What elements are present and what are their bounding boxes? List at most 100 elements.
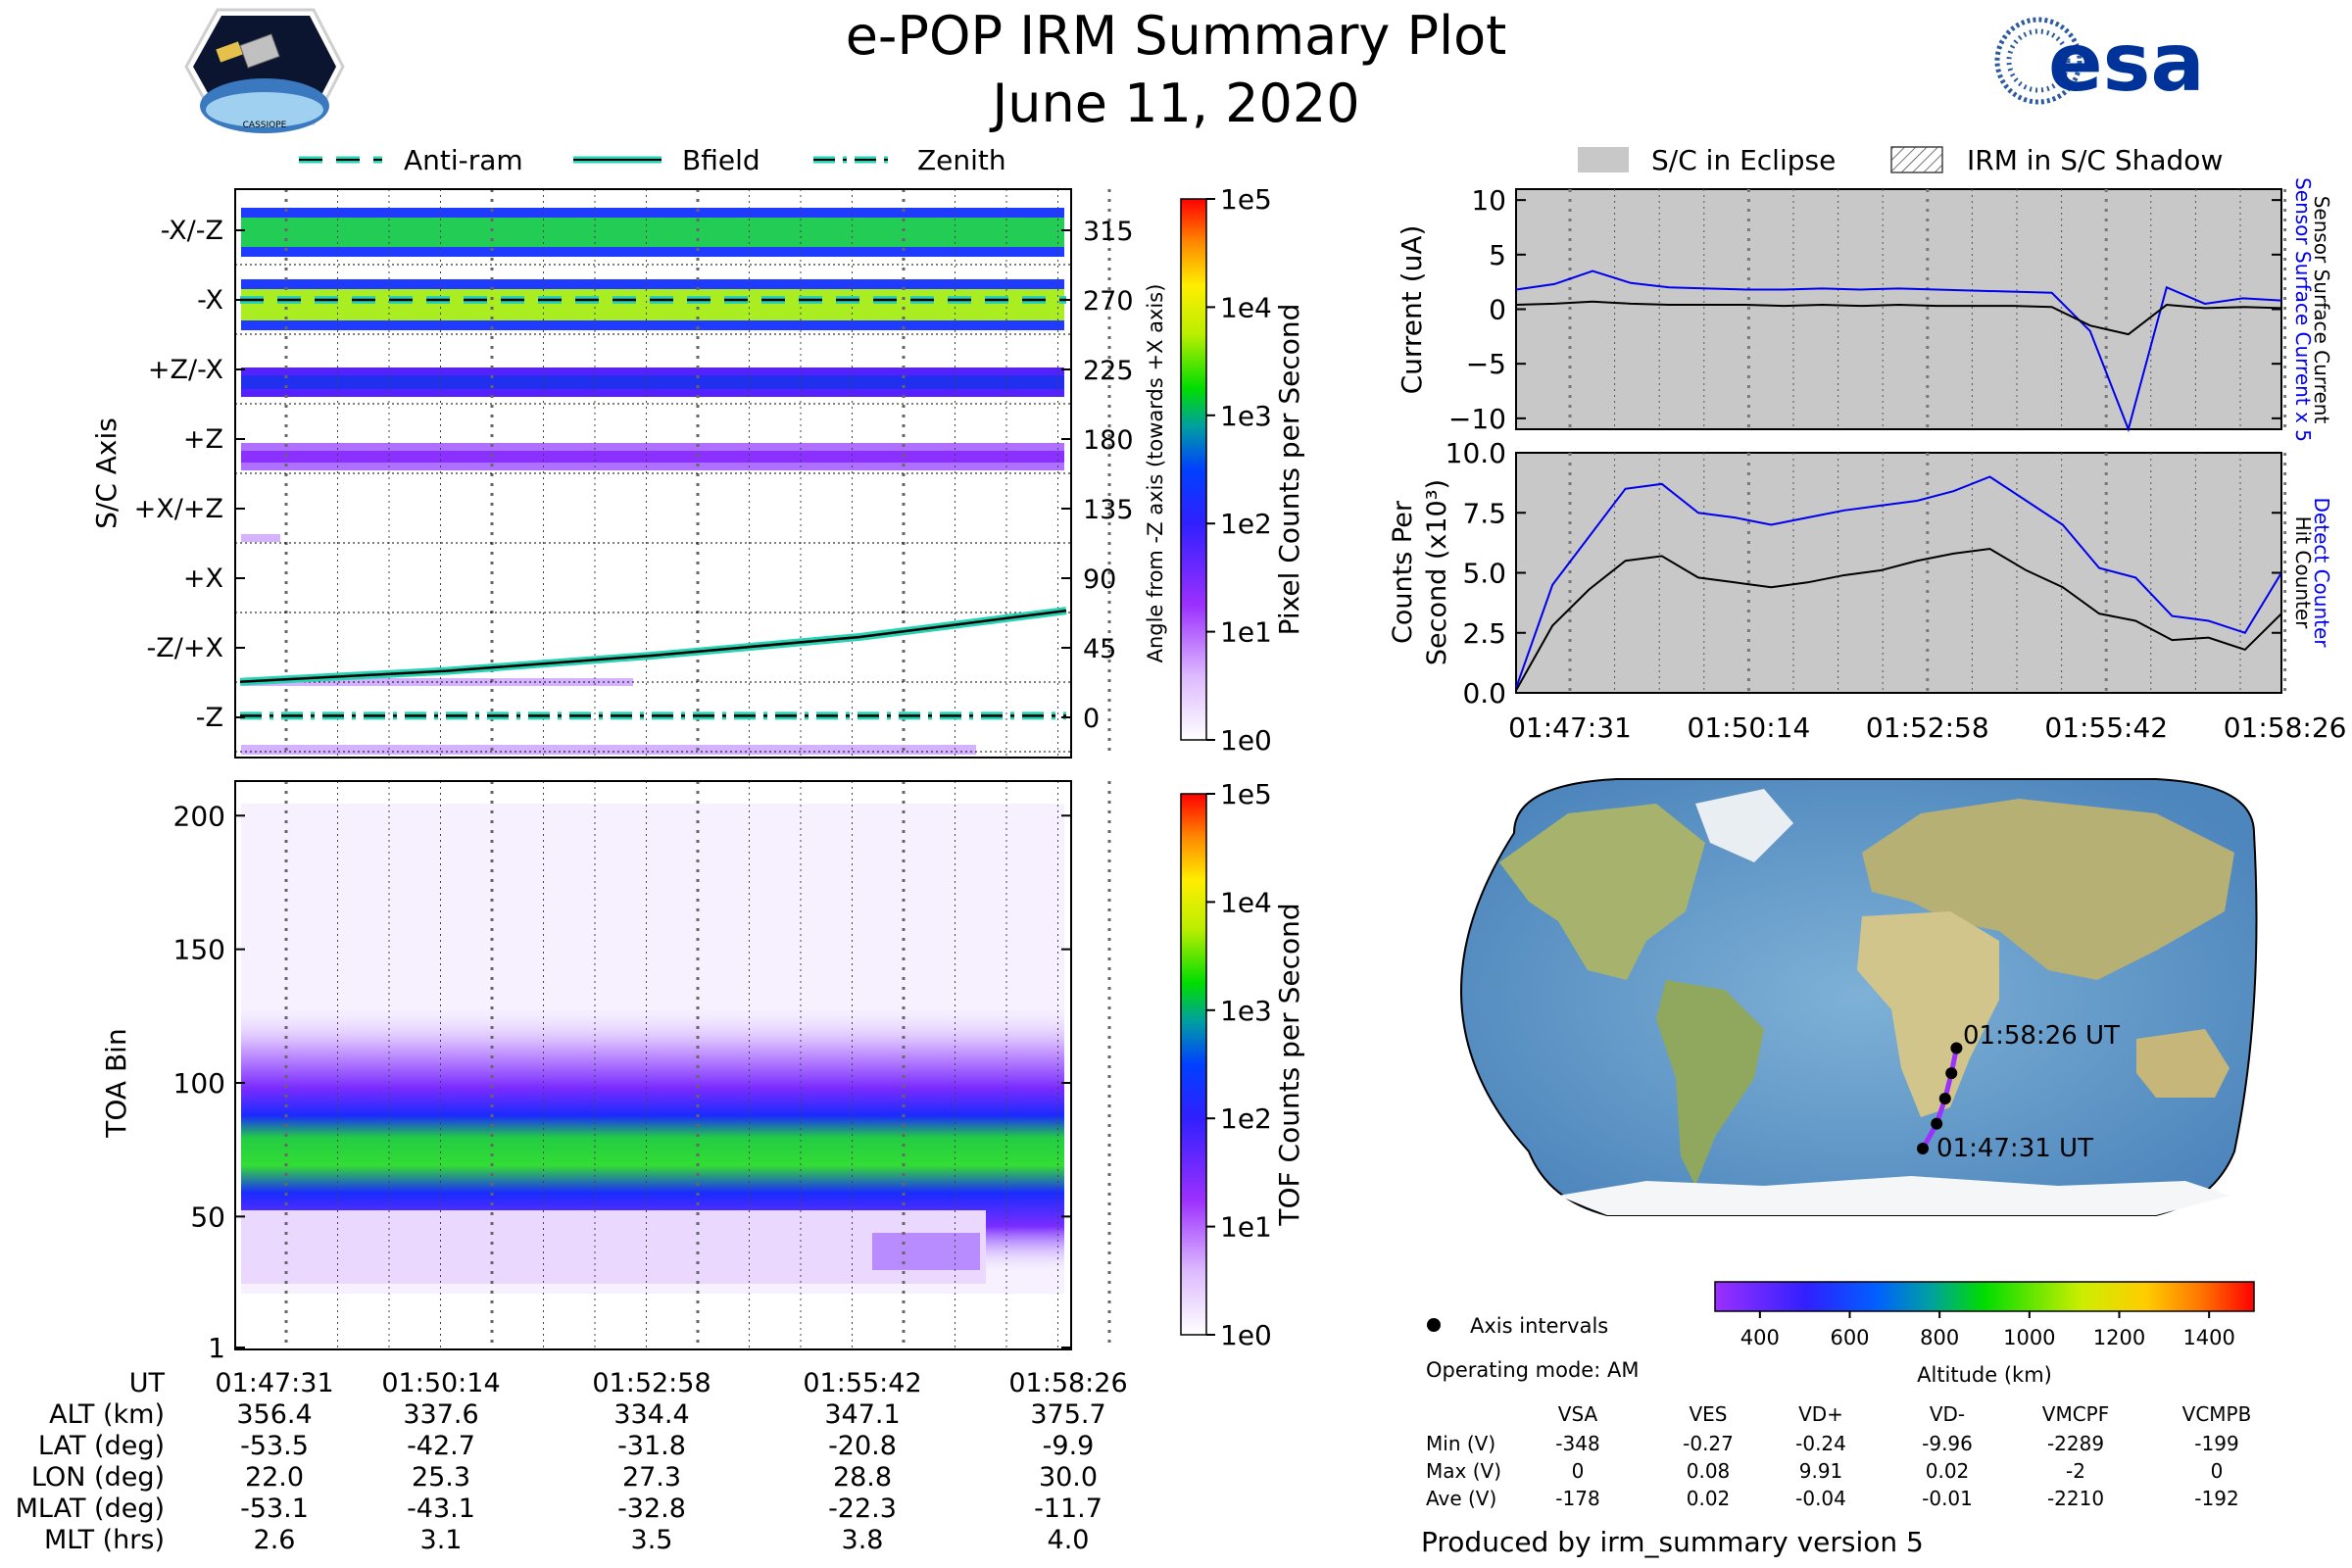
toa-tick-label: 150: [173, 934, 225, 966]
produced-by: Produced by irm_summary version 5: [1421, 1526, 1924, 1558]
colorbar-tick-label: 1e4: [1220, 291, 1272, 323]
colorbar-tick-label: 1e2: [1220, 1102, 1272, 1135]
current-ylabel: Current (uA): [1396, 225, 1428, 395]
voltage-table-cell: -178: [1555, 1487, 1599, 1510]
ephemeris-row-label: LON (deg): [31, 1462, 165, 1493]
legend-right: S/C in Eclipse IRM in S/C Shadow: [1578, 144, 2223, 176]
esa-logo-text: esa: [2048, 17, 2205, 110]
colorbar-tick-label: 1e1: [1220, 1211, 1272, 1244]
counts-x-ticks: 01:47:31 01:50:14 01:52:58 01:55:42 01:58:26: [1508, 711, 2346, 744]
tof-colorbar: 1e0 1e1 1e2 1e3 1e4 1e5 TOF Counts per Second: [1180, 778, 1305, 1351]
pixel-colorbar-ticks: 1e0 1e1 1e2 1e3 1e4 1e5: [1206, 183, 1272, 757]
page-date: June 11, 2020: [989, 73, 1359, 134]
colorbar-tick-label: 1e1: [1220, 616, 1272, 649]
map-track-point: [1950, 1042, 1963, 1054]
voltage-table-cell: 9.91: [1799, 1459, 1843, 1483]
voltage-table-cell: 0.08: [1687, 1459, 1731, 1483]
toa-tick-label: 50: [190, 1200, 225, 1233]
current-right-label-2: Sensor Surface Current: [2310, 196, 2333, 424]
map-track-point: [1917, 1143, 1929, 1154]
ephemeris-value: 375.7: [1030, 1399, 1105, 1430]
colorbar-tick-label: 1e0: [1220, 1319, 1272, 1351]
sc-axis-label: -X/-Z: [161, 216, 223, 246]
header: e-POP IRM Summary Plot June 11, 2020 CAS…: [184, 5, 2205, 134]
band-z-x-core: [241, 375, 1064, 389]
ephemeris-value: 30.0: [1039, 1462, 1098, 1493]
current-y-ticks: 10 5 0 −5 −10: [1448, 184, 2281, 435]
panel-tick-label: 5: [1489, 239, 1506, 271]
band-xz-fragment: [241, 534, 280, 542]
tof-colorbar-label: TOF Counts per Second: [1273, 903, 1305, 1226]
altitude-tick-label: 800: [1920, 1326, 1959, 1349]
band-x-core: [241, 289, 1064, 320]
band-minus-z-fragment: [241, 745, 976, 755]
overlay-bfield: [239, 609, 1067, 683]
voltage-table-cell: 0.02: [1926, 1459, 1970, 1483]
altitude-label: Altitude (km): [1917, 1363, 2052, 1387]
legend-top: Anti-ram Bfield Zenith: [299, 144, 1006, 176]
altitude-tick-label: 400: [1740, 1326, 1780, 1349]
axis-intervals-label: Axis intervals: [1470, 1314, 1608, 1338]
ephemeris-value: -32.8: [617, 1494, 686, 1524]
ephemeris-value: -9.9: [1043, 1431, 1095, 1461]
voltage-table-header: VCMPB: [2182, 1402, 2252, 1426]
ephemeris-value: 27.3: [622, 1462, 681, 1493]
ephemeris-value: -43.1: [407, 1494, 475, 1524]
map-africa: [1857, 911, 1999, 1117]
panel-tick-label: 0.0: [1462, 677, 1506, 710]
series-sensor-surface-current-x-5: [1515, 270, 2282, 433]
counts-x-tick-label: 01:50:14: [1688, 711, 1811, 744]
toa-ylabel: TOA Bin: [100, 1028, 132, 1138]
sc-axis-label: +X/+Z: [134, 494, 223, 524]
voltage-table: VSA VES VD+ VD- VMCPF VCMPB Min (V) -348 -0.27 -0…: [1426, 1402, 2251, 1510]
ephemeris-value: -20.8: [828, 1431, 897, 1461]
altitude-colorbar: 400 600 800 1000 1200 1400 Altitude (km): [1714, 1281, 2255, 1387]
panel-tick-label: 10: [1471, 184, 1506, 217]
sc-angle-label: 225: [1083, 356, 1134, 386]
sc-axis-label: +Z/-X: [148, 355, 223, 385]
ephemeris-value: 01:50:14: [381, 1368, 500, 1398]
panel-tick-label: 5.0: [1462, 558, 1506, 590]
ephemeris-row-label: MLT (hrs): [44, 1525, 165, 1555]
colorbar-tick-label: 1e4: [1220, 886, 1272, 918]
toa-tick-label: 100: [173, 1067, 225, 1100]
map-eurasia: [1862, 799, 2234, 980]
counts-x-tick-label: 01:55:42: [2044, 711, 2168, 744]
ephemeris-value: 01:55:42: [803, 1368, 921, 1398]
current-panel: 10 5 0 −5 −10 Current (uA) Sensor Surface Cu…: [1396, 177, 2333, 442]
map-north-america: [1499, 804, 1705, 980]
sc-axis-ylabel-right: Angle from -Z axis (towards +X axis): [1144, 284, 1167, 663]
ephemeris-value: 22.0: [245, 1462, 304, 1493]
pixel-colorbar-label: Pixel Counts per Second: [1273, 304, 1305, 636]
band-x-z-core: [241, 218, 1064, 247]
ephemeris-value: 25.3: [412, 1462, 470, 1493]
ephemeris-value: -42.7: [407, 1431, 475, 1461]
voltage-table-cell: -0.27: [1683, 1432, 1734, 1455]
current-right-label-1: Sensor Surface Current x 5: [2291, 177, 2315, 442]
sc-angle-label: 45: [1083, 634, 1116, 664]
voltage-table-header: VD+: [1798, 1402, 1843, 1426]
sc-axis-bands: [241, 208, 1064, 755]
voltage-table-cell: -348: [1555, 1432, 1599, 1455]
legend-anti-ram: Anti-ram: [404, 144, 523, 176]
toa-tick-label: 200: [173, 800, 225, 832]
band-z-core: [241, 451, 1064, 463]
sc-angle-label: 90: [1083, 564, 1116, 595]
esa-logo: esa: [1994, 17, 2205, 110]
tof-colorbar-ticks: 1e0 1e1 1e2 1e3 1e4 1e5: [1206, 778, 1272, 1351]
ephemeris-row-label: ALT (km): [49, 1399, 165, 1430]
ephemeris-value: -31.8: [617, 1431, 686, 1461]
toa-tick-label: 1: [208, 1332, 225, 1364]
ephemeris-row-label: LAT (deg): [38, 1431, 165, 1461]
ephemeris-value: 01:47:31: [215, 1368, 333, 1398]
operating-mode: Operating mode: AM: [1426, 1358, 1639, 1382]
panel-tick-label: 7.5: [1462, 497, 1506, 529]
sc-angle-label: 135: [1083, 495, 1134, 525]
sc-axis-overlays: [239, 296, 1067, 720]
altitude-tick-label: 1000: [2003, 1326, 2055, 1349]
ephemeris-value: 01:58:26: [1008, 1368, 1127, 1398]
sc-angle-label: 315: [1083, 217, 1134, 247]
counts-series: [1515, 475, 2282, 692]
